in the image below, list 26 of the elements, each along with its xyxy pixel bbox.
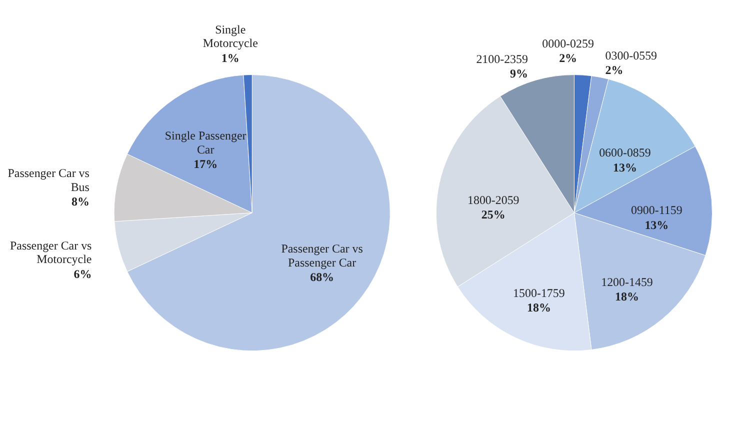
- slice-label: 0000-0259: [542, 36, 594, 50]
- data-label: 9%: [510, 66, 528, 81]
- data-label: 13%: [613, 160, 637, 174]
- data-label: 25%: [481, 208, 506, 222]
- slice-label: 1500-1759: [513, 286, 565, 300]
- slice-label: 0900-1159: [630, 203, 682, 218]
- slice-label: Passenger Car vs Passenger Car: [281, 242, 364, 270]
- data-label: 1%: [221, 50, 240, 65]
- slice-label: Passenger Car vs Bus: [8, 166, 90, 194]
- slice-label: 0300-0559: [605, 48, 658, 62]
- slice-label: 1800-2059: [467, 192, 520, 207]
- slice-label: Passenger Car vs Motorcycle: [10, 238, 92, 266]
- slice-label: Single Passenger Car: [164, 128, 246, 157]
- data-label: 18%: [615, 290, 639, 304]
- data-label: 13%: [644, 218, 669, 232]
- data-label: 2%: [605, 63, 624, 78]
- data-label: 18%: [526, 300, 551, 315]
- data-label: 8%: [71, 194, 90, 209]
- data-label: 6%: [74, 266, 92, 281]
- data-label: 68%: [310, 270, 334, 284]
- slice-label: 1200-1459: [601, 274, 653, 289]
- data-label: 2%: [559, 51, 578, 66]
- slice-label: 2100-2359: [476, 52, 528, 66]
- data-label: 17%: [194, 157, 218, 172]
- slice-label: Single Motorcycle: [202, 22, 258, 50]
- slice-label: 0600-0859: [599, 146, 651, 160]
